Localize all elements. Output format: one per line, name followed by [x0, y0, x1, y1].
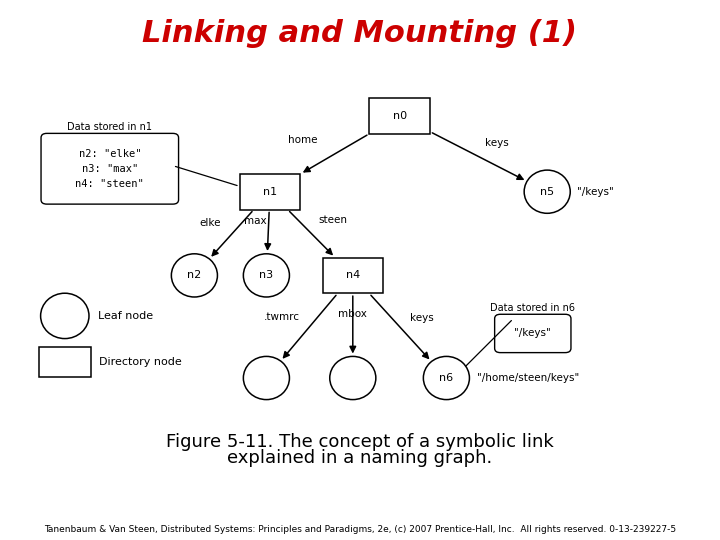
Text: keys: keys [410, 313, 433, 323]
Ellipse shape [243, 254, 289, 297]
FancyBboxPatch shape [369, 98, 430, 134]
Text: Linking and Mounting (1): Linking and Mounting (1) [143, 19, 577, 48]
FancyBboxPatch shape [495, 314, 571, 353]
Text: home: home [288, 136, 317, 145]
Text: n5: n5 [540, 187, 554, 197]
Text: n2: "elke"
n3: "max"
n4: "steen": n2: "elke" n3: "max" n4: "steen" [76, 149, 144, 188]
Text: Directory node: Directory node [99, 357, 182, 367]
Text: n4: n4 [346, 271, 360, 280]
Ellipse shape [524, 170, 570, 213]
Text: n1: n1 [263, 187, 277, 197]
Text: "/keys": "/keys" [514, 328, 552, 339]
Text: n0: n0 [392, 111, 407, 121]
Ellipse shape [423, 356, 469, 400]
Text: mbox: mbox [338, 309, 367, 319]
FancyBboxPatch shape [323, 258, 383, 293]
Text: Data stored in n1: Data stored in n1 [67, 122, 153, 132]
Text: n6: n6 [439, 373, 454, 383]
Text: keys: keys [485, 138, 508, 148]
Text: n2: n2 [187, 271, 202, 280]
FancyBboxPatch shape [41, 133, 179, 204]
FancyBboxPatch shape [240, 174, 300, 210]
Text: explained in a naming graph.: explained in a naming graph. [228, 449, 492, 467]
Text: steen: steen [318, 215, 348, 225]
Text: "/keys": "/keys" [577, 187, 614, 197]
Text: Leaf node: Leaf node [98, 311, 153, 321]
Text: Figure 5-11. The concept of a symbolic link: Figure 5-11. The concept of a symbolic l… [166, 433, 554, 451]
FancyBboxPatch shape [39, 347, 91, 377]
Ellipse shape [40, 293, 89, 339]
Text: elke: elke [199, 218, 221, 228]
Ellipse shape [243, 356, 289, 400]
Text: .twmrc: .twmrc [264, 313, 300, 322]
Text: "/home/steen/keys": "/home/steen/keys" [477, 373, 579, 383]
Ellipse shape [330, 356, 376, 400]
Text: Tanenbaum & Van Steen, Distributed Systems: Principles and Paradigms, 2e, (c) 20: Tanenbaum & Van Steen, Distributed Syste… [44, 524, 676, 534]
Text: n3: n3 [259, 271, 274, 280]
Ellipse shape [171, 254, 217, 297]
Text: max: max [244, 216, 266, 226]
Text: Data stored in n6: Data stored in n6 [490, 303, 575, 313]
